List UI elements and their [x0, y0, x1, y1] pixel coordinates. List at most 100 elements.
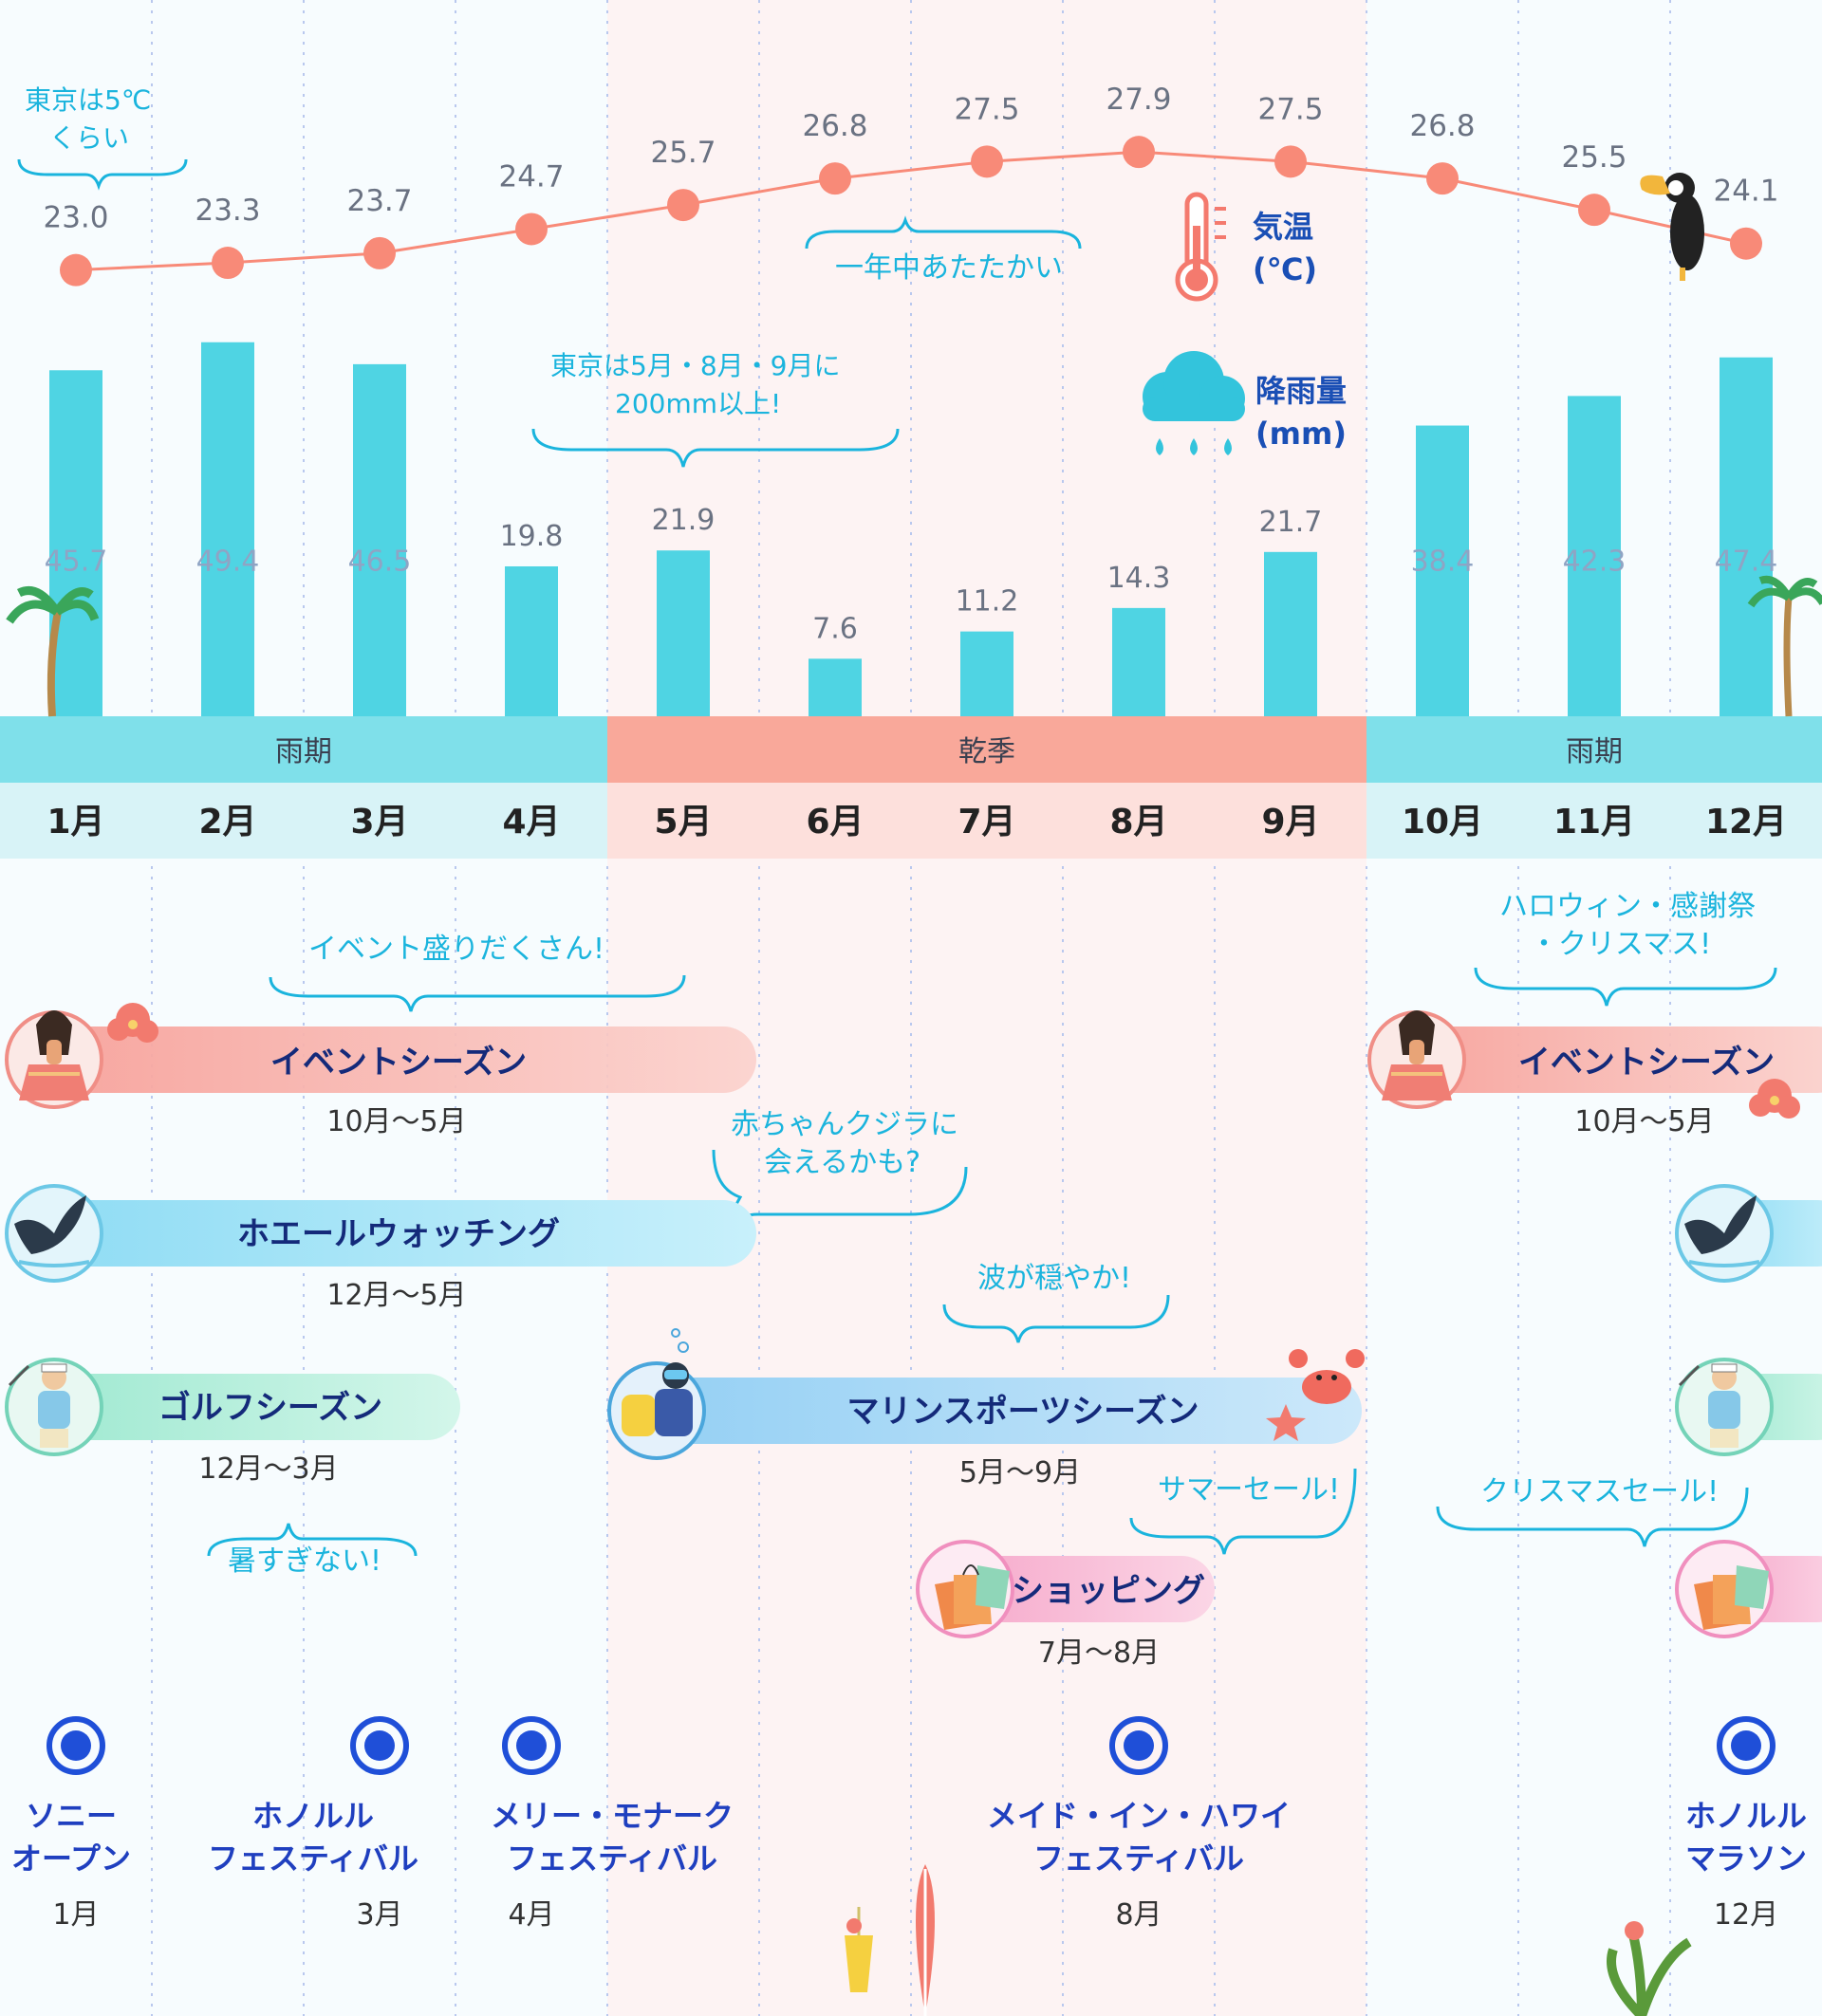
activity-events-left: イベントシーズン 10月〜5月 [43, 1026, 756, 1138]
temp-point [971, 145, 1003, 178]
season-bands: 雨期 乾季 雨期 [0, 716, 1822, 859]
svg-text:クリスマスセール!: クリスマスセール! [1480, 1475, 1719, 1508]
annotation-tokyo-temp: 東京は5℃ くらい [17, 84, 188, 191]
starfish-icon [1266, 1404, 1306, 1441]
rain-bar [1720, 357, 1773, 716]
annotation-baby-whale: 赤ちゃんクジラに 会えるかも? [712, 1108, 968, 1228]
toucan-icon [1640, 173, 1704, 281]
shopping-bags-icon-right [1675, 1540, 1774, 1638]
event-month: 12月 [1714, 1898, 1778, 1932]
event-marker-dot [364, 1730, 395, 1761]
temp-point [1123, 136, 1155, 169]
activity-events-right: イベントシーズン 10月〜5月 [1404, 1026, 1822, 1138]
temp-value-label: 23.7 [346, 184, 412, 218]
rain-value-label: 38.4 [1411, 545, 1475, 578]
svg-text:東京は5月・8月・9月に: 東京は5月・8月・9月に [550, 350, 840, 381]
svg-text:くらい: くらい [49, 122, 129, 154]
temp-value-label: 25.7 [650, 136, 716, 170]
rain-bar [353, 363, 406, 716]
event-marker-dot [516, 1730, 547, 1761]
rainfall-legend-label: 降雨量 [1255, 373, 1347, 409]
annotation-calm-waves: 波が穏やか! [942, 1262, 1170, 1343]
tropical-plant-icon [1607, 1921, 1692, 2016]
temp-point [1426, 162, 1459, 195]
rain-value-label: 49.4 [196, 545, 260, 578]
temp-point [1274, 145, 1307, 178]
rain-value-label: 42.3 [1563, 545, 1627, 578]
temp-value-label: 26.8 [802, 109, 867, 143]
annotation-warm: 一年中あたたかい [805, 215, 1082, 285]
temp-value-label: 24.7 [498, 159, 564, 194]
shopping-bags-icon [916, 1540, 1014, 1638]
temp-value-label: 27.5 [954, 92, 1019, 126]
annotation-xmas-sale: クリスマスセール! [1436, 1475, 1749, 1547]
scuba-diver-icon [607, 1328, 706, 1460]
event-marker-icon [46, 1716, 105, 1775]
rain-bar [1112, 607, 1165, 716]
month-row-background [0, 783, 607, 859]
month-label: 12月 [1705, 803, 1787, 842]
svg-text:12月〜5月: 12月〜5月 [326, 1279, 466, 1312]
temp-value-label: 24.1 [1713, 175, 1778, 209]
hula-dancer-icon [5, 1010, 103, 1109]
temp-series-line [75, 150, 1747, 272]
event-list: ソニーオープン1月ホノルルフェスティバル3月メリー・モナークフェスティバル4月メ… [11, 1716, 1807, 1932]
annotation-tokyo-rain: 東京は5月・8月・9月に 200mm以上! [531, 350, 900, 468]
event-month: 4月 [508, 1898, 554, 1932]
hibiscus-icon [107, 1003, 158, 1043]
palm-tree-icon-right [1747, 575, 1822, 717]
rain-bar [49, 370, 102, 716]
event-marker-icon [502, 1716, 561, 1775]
rain-cloud-icon [1143, 351, 1245, 455]
golfer-icon [5, 1358, 103, 1456]
svg-text:ゴルフシーズン: ゴルフシーズン [158, 1389, 382, 1427]
event-marker-icon [1109, 1716, 1168, 1775]
temp-point [1578, 194, 1610, 227]
rain-bar [1416, 425, 1469, 716]
svg-text:暑すぎない!: 暑すぎない! [228, 1544, 381, 1578]
event-month: 1月 [52, 1898, 99, 1932]
temp-point [60, 253, 92, 287]
season-band [607, 716, 1366, 783]
activity-golf-left: ゴルフシーズン 12月〜3月 [43, 1374, 460, 1486]
svg-text:イベントシーズン: イベントシーズン [270, 1044, 527, 1082]
season-label: 雨期 [1566, 735, 1623, 768]
rain-value-label: 46.5 [348, 545, 412, 578]
rain-value-label: 45.7 [45, 545, 108, 578]
event-marker-dot [1124, 1730, 1154, 1761]
temp-value-label: 25.5 [1561, 140, 1627, 175]
rain-bar [1568, 396, 1621, 716]
svg-text:マリンスポーツシーズン: マリンスポーツシーズン [847, 1393, 1199, 1431]
event-name: メリー・モナーク [491, 1798, 734, 1834]
rain-bar [657, 550, 710, 716]
crab-icon [1289, 1349, 1365, 1404]
rainfall-value-labels: 45.7 49.4 46.5 19.8 21.9 7.6 11.2 14.3 21.7 38.4 4… [45, 504, 1778, 645]
season-label: 雨期 [275, 735, 332, 768]
rain-bar [505, 565, 558, 716]
svg-text:200mm以上!: 200mm以上! [615, 388, 781, 419]
temp-value-label: 23.0 [43, 201, 108, 235]
svg-text:イベントシーズン: イベントシーズン [1518, 1044, 1775, 1082]
svg-text:10月〜5月: 10月〜5月 [326, 1105, 466, 1138]
event-name: ホノルル [252, 1798, 374, 1834]
month-label: 1月 [46, 803, 104, 842]
annotation-not-hot: 暑すぎない! [207, 1523, 418, 1578]
season-label: 乾季 [958, 735, 1015, 768]
season-band [1366, 716, 1822, 783]
tropical-drink-icon [845, 1907, 873, 1992]
annotation-summer-sale: サマーセール! [1129, 1468, 1357, 1555]
svg-text:サマーセール!: サマーセール! [1158, 1473, 1340, 1507]
rain-value-label: 14.3 [1107, 562, 1171, 595]
month-row-background [1366, 783, 1822, 859]
month-label: 10月 [1402, 803, 1483, 842]
event-name: マラソン [1685, 1840, 1807, 1877]
temp-point [363, 236, 396, 269]
svg-text:波が穏やか!: 波が穏やか! [977, 1262, 1131, 1295]
svg-text:7月〜8月: 7月〜8月 [1038, 1637, 1160, 1670]
event-month: 8月 [1115, 1898, 1162, 1932]
surfboard-icon [916, 1864, 935, 2016]
